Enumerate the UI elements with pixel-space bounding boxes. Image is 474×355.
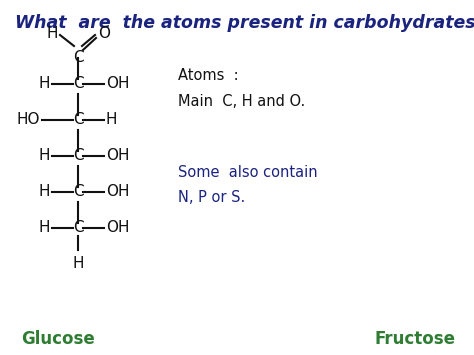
Text: OH: OH	[106, 220, 129, 235]
Text: Atoms  :: Atoms :	[178, 68, 238, 83]
Text: C: C	[73, 185, 83, 200]
Text: H: H	[106, 113, 118, 127]
Text: H: H	[38, 76, 50, 92]
Text: H: H	[38, 220, 50, 235]
Text: Fructose: Fructose	[374, 330, 456, 348]
Text: C: C	[73, 148, 83, 164]
Text: Glucose: Glucose	[21, 330, 95, 348]
Text: Main  C, H and O.: Main C, H and O.	[178, 94, 305, 109]
Text: O: O	[98, 27, 110, 42]
Text: C: C	[73, 50, 83, 65]
Text: H: H	[38, 148, 50, 164]
Text: OH: OH	[106, 148, 129, 164]
Text: C: C	[73, 76, 83, 92]
Text: H: H	[46, 27, 58, 42]
Text: N, P or S.: N, P or S.	[178, 190, 245, 205]
Text: H: H	[72, 256, 84, 271]
Text: HO: HO	[17, 113, 40, 127]
Text: What  are  the atoms present in carbohydrates: What are the atoms present in carbohydra…	[15, 14, 474, 32]
Text: OH: OH	[106, 76, 129, 92]
Text: Some  also contain: Some also contain	[178, 165, 318, 180]
Text: OH: OH	[106, 185, 129, 200]
Text: C: C	[73, 220, 83, 235]
Text: C: C	[73, 113, 83, 127]
Text: H: H	[38, 185, 50, 200]
